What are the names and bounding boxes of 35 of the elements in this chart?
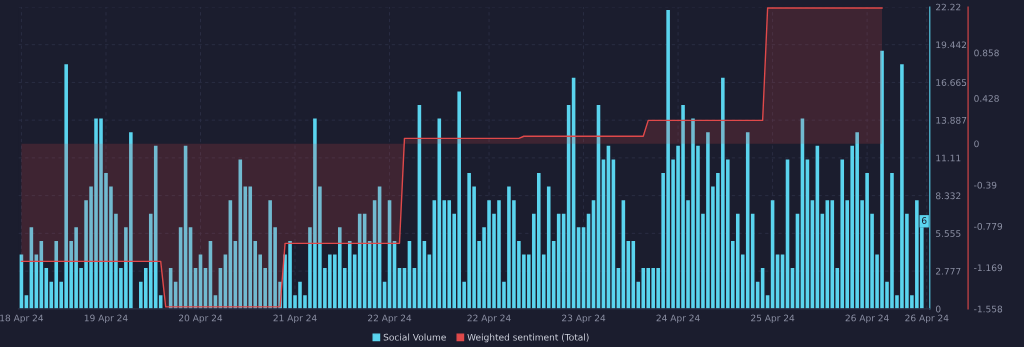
y2-tick-label: -1.169 — [974, 264, 1003, 272]
y-tick-label: 2.777 — [936, 267, 961, 275]
y2-tick-label: 0 — [974, 140, 979, 148]
y2-tick-label: 0.858 — [974, 49, 999, 57]
x-tick-label: 26 Apr 24 — [905, 314, 949, 324]
y2-tick-label: -0.779 — [974, 222, 1003, 230]
y-tick-label: 5.555 — [936, 230, 961, 237]
y-tick-label: 8.332 — [935, 192, 961, 200]
legend-label: Weighted sentiment (Total) — [467, 333, 589, 343]
x-tick-label: 18 Apr 24 — [0, 314, 44, 324]
y-tick-label: 13.887 — [936, 116, 967, 124]
y-tick-label: 19.442 — [936, 41, 967, 49]
x-tick-label: 20 Apr 24 — [179, 314, 223, 324]
bar — [830, 200, 835, 309]
y-tick-label: 16.665 — [936, 79, 967, 86]
bar — [745, 132, 750, 309]
legend-label: Social Volume — [383, 333, 446, 341]
y2-tick-label: -1.558 — [974, 305, 1003, 313]
y-tick-label: 0 — [935, 305, 941, 313]
y2-tick-label: -0.39 — [974, 181, 997, 189]
x-tick-label: 19 Apr 24 — [84, 314, 128, 324]
x-tick-label: 22 Apr 24 — [368, 314, 412, 324]
x-tick-label: 21 Apr 24 — [273, 314, 317, 324]
x-tick-label: 25 Apr 24 — [751, 314, 795, 324]
annotation: 6 — [921, 217, 927, 224]
y-tick-label: 11.11 — [936, 154, 961, 162]
x-tick-label: 23 Apr 24 — [562, 314, 606, 324]
x-tick-label: 26 Apr 24 — [845, 314, 889, 324]
y-tick-label: 22.22 — [936, 3, 961, 11]
bar — [437, 118, 442, 309]
x-tick-label: 24 Apr 24 — [656, 314, 700, 324]
bar — [153, 145, 158, 309]
bar — [546, 186, 551, 309]
y2-tick-label: 0.428 — [974, 95, 999, 102]
x-tick-label: 22 Apr 24 — [467, 314, 511, 324]
